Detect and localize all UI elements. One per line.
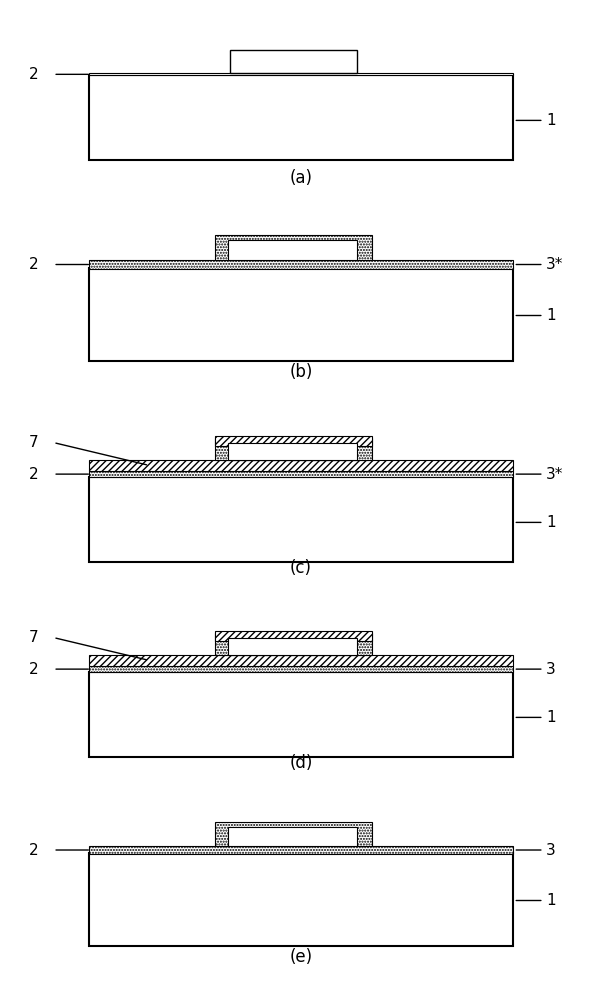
Bar xyxy=(88,268,514,361)
Bar xyxy=(228,827,356,846)
Bar xyxy=(88,460,514,471)
Text: 2: 2 xyxy=(28,467,38,482)
Text: 7: 7 xyxy=(28,435,38,450)
Text: 3*: 3* xyxy=(546,467,563,482)
Text: (c): (c) xyxy=(290,559,312,577)
Bar xyxy=(88,666,514,672)
Bar xyxy=(215,631,372,641)
Text: 1: 1 xyxy=(546,515,556,530)
Text: 2: 2 xyxy=(28,257,38,272)
Bar xyxy=(215,633,372,655)
Text: 2: 2 xyxy=(28,67,38,82)
Bar xyxy=(88,846,514,854)
Bar xyxy=(215,436,372,446)
Bar xyxy=(88,477,514,562)
Bar xyxy=(228,240,356,260)
Text: (a): (a) xyxy=(290,169,312,187)
Bar xyxy=(228,638,356,655)
Text: (d): (d) xyxy=(290,754,312,772)
Bar xyxy=(228,443,356,460)
Text: 1: 1 xyxy=(546,308,556,323)
Text: (e): (e) xyxy=(290,948,312,966)
Bar xyxy=(88,75,514,159)
Text: 3: 3 xyxy=(546,843,556,858)
Text: 2: 2 xyxy=(28,843,38,858)
Bar xyxy=(88,655,514,666)
Bar xyxy=(215,235,372,260)
Bar xyxy=(88,853,514,946)
Text: 1: 1 xyxy=(546,710,556,725)
Bar xyxy=(88,672,514,756)
Bar xyxy=(215,822,372,846)
Text: (b): (b) xyxy=(290,363,312,381)
Text: 3: 3 xyxy=(546,662,556,677)
Text: 1: 1 xyxy=(546,893,556,908)
Text: 1: 1 xyxy=(546,113,556,128)
Bar xyxy=(88,471,514,477)
Text: 7: 7 xyxy=(28,630,38,645)
Bar xyxy=(88,73,514,75)
Bar xyxy=(215,438,372,460)
Text: 3*: 3* xyxy=(546,257,563,272)
Text: 2: 2 xyxy=(28,662,38,677)
Bar xyxy=(88,260,514,269)
Bar xyxy=(230,50,356,73)
